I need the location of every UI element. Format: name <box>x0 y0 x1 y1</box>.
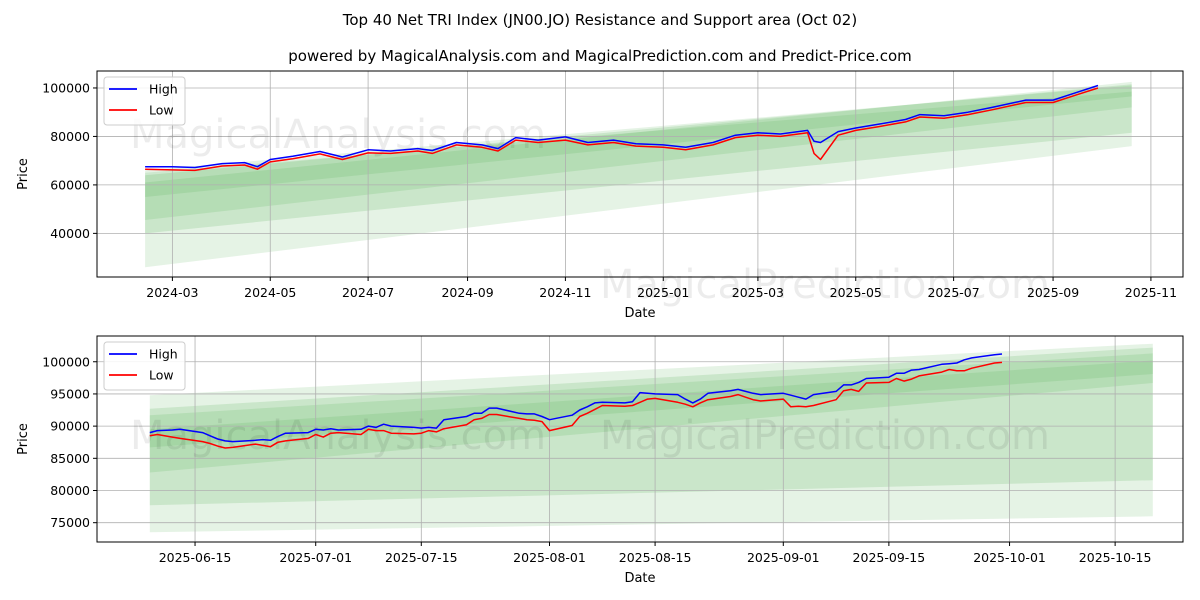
plot-frame <box>96 335 1184 543</box>
series-line-high <box>149 353 1003 443</box>
series-line-high <box>145 84 1099 169</box>
x-tick-label: 2025-07-15 <box>385 550 458 565</box>
plot-frame <box>96 70 1184 278</box>
x-tick-label: 2025-03 <box>732 285 784 300</box>
support-resistance-band <box>145 81 1132 221</box>
x-tick-label: 2025-05 <box>830 285 882 300</box>
x-tick-label: 2024-05 <box>244 285 296 300</box>
x-axis-label: Date <box>624 306 655 321</box>
chart-panel-1: MagicalAnalysis.com MagicalPrediction.com… <box>16 70 1184 321</box>
x-tick-label: 2024-03 <box>146 285 198 300</box>
x-tick-label: 2025-07-01 <box>279 550 352 565</box>
x-tick-label: 2025-11 <box>1125 285 1177 300</box>
x-tick-label: 2025-06-15 <box>159 550 232 565</box>
legend-label-low: Low <box>149 368 174 383</box>
support-resistance-band <box>149 360 1153 448</box>
x-tick-label: 2024-09 <box>441 285 493 300</box>
support-resistance-band <box>145 91 1132 268</box>
y-tick-label: 40000 <box>50 226 90 241</box>
x-tick-label: 2024-07 <box>342 285 394 300</box>
y-tick-label: 85000 <box>50 451 90 466</box>
support-resistance-band <box>149 353 1153 473</box>
chart-subtitle: powered by MagicalAnalysis.com and Magic… <box>288 47 912 65</box>
y-tick-label: 95000 <box>50 386 90 401</box>
legend: High Low <box>103 341 186 391</box>
chart-panel-2: MagicalAnalysis.com MagicalPrediction.com… <box>16 335 1184 586</box>
y-tick-label: 90000 <box>50 419 90 434</box>
x-tick-label: 2025-09 <box>1027 285 1079 300</box>
y-tick-label: 80000 <box>50 129 90 144</box>
watermark-text: MagicalAnalysis.com <box>130 112 546 158</box>
x-tick-label: 2025-07 <box>927 285 979 300</box>
support-resistance-band <box>149 343 1153 533</box>
series-line-low <box>149 361 1003 449</box>
x-tick-label: 2025-09-01 <box>747 550 820 565</box>
y-axis-label: Price <box>16 423 31 455</box>
watermark-text: MagicalPrediction.com <box>600 413 1050 459</box>
legend-label-high: High <box>149 82 178 97</box>
watermark-text: MagicalAnalysis.com <box>130 413 546 459</box>
legend: High Low <box>103 76 186 126</box>
x-tick-label: 2025-01 <box>637 285 689 300</box>
x-axis-label: Date <box>624 571 655 586</box>
y-tick-label: 100000 <box>42 354 90 369</box>
x-tick-label: 2025-09-15 <box>853 550 926 565</box>
support-resistance-band <box>145 85 1132 197</box>
y-tick-label: 60000 <box>50 177 90 192</box>
x-tick-label: 2025-10-01 <box>973 550 1046 565</box>
x-tick-label: 2024-11 <box>539 285 591 300</box>
y-axis-label: Price <box>16 158 31 190</box>
y-tick-label: 80000 <box>50 483 90 498</box>
x-tick-label: 2025-10-15 <box>1079 550 1152 565</box>
series-line-low <box>145 87 1099 172</box>
y-tick-label: 100000 <box>42 80 90 95</box>
support-resistance-band <box>145 84 1132 234</box>
legend-label-high: High <box>149 347 178 362</box>
y-tick-label: 75000 <box>50 515 90 530</box>
watermark-text: MagicalPrediction.com <box>600 262 1050 308</box>
chart-title: Top 40 Net TRI Index (JN00.JO) Resistanc… <box>342 11 858 29</box>
x-tick-label: 2025-08-01 <box>513 550 586 565</box>
x-tick-label: 2025-08-15 <box>619 550 692 565</box>
legend-label-low: Low <box>149 103 174 118</box>
